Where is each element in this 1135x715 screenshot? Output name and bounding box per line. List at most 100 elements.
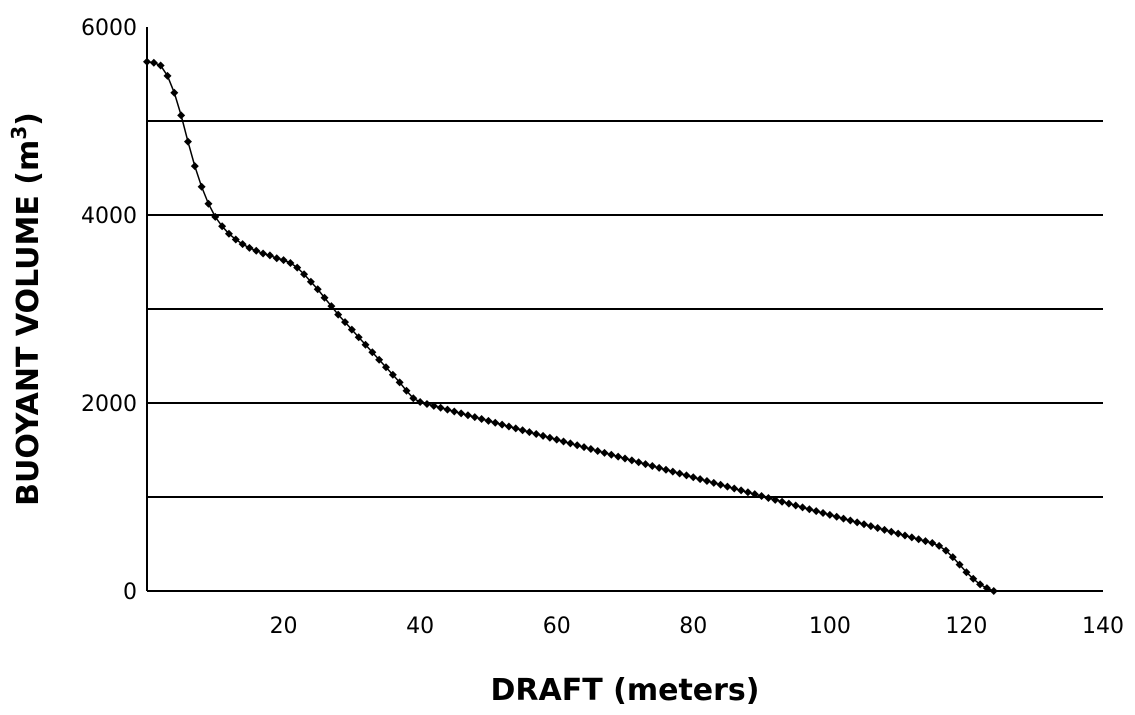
- data-point: [402, 386, 411, 395]
- data-point: [853, 518, 862, 527]
- data-point: [935, 541, 944, 550]
- data-point: [156, 61, 165, 70]
- data-point: [231, 235, 240, 244]
- data-point: [525, 428, 534, 437]
- data-point: [846, 516, 855, 525]
- data-point: [457, 409, 466, 418]
- data-point: [190, 162, 199, 171]
- data-point: [976, 580, 985, 589]
- data-point: [586, 445, 595, 454]
- x-tick-label: 120: [945, 614, 987, 639]
- data-point: [416, 398, 425, 407]
- data-point: [238, 240, 247, 249]
- data-point: [832, 512, 841, 521]
- data-point: [450, 407, 459, 416]
- data-point: [580, 443, 589, 452]
- data-point: [702, 477, 711, 486]
- data-point: [422, 399, 431, 408]
- data-point: [573, 441, 582, 450]
- data-point: [866, 522, 875, 531]
- data-point: [723, 482, 732, 491]
- data-point: [600, 448, 609, 457]
- data-point: [614, 452, 623, 461]
- data-point: [361, 340, 370, 349]
- data-point: [183, 137, 192, 146]
- data-point: [224, 229, 233, 238]
- data-point: [982, 584, 991, 593]
- data-point: [143, 57, 151, 66]
- data-point: [914, 535, 923, 544]
- data-point: [860, 520, 868, 529]
- data-point: [634, 458, 643, 467]
- data-point: [825, 510, 834, 519]
- data-point: [621, 454, 629, 463]
- data-point: [627, 456, 636, 465]
- data-point: [518, 426, 527, 435]
- data-point: [955, 560, 964, 569]
- data-point: [962, 568, 971, 577]
- data-point: [894, 529, 903, 538]
- data-point: [436, 403, 445, 412]
- data-point: [327, 302, 336, 311]
- data-point: [784, 499, 793, 508]
- data-point: [778, 497, 787, 506]
- data-point: [395, 378, 404, 387]
- data-point: [812, 507, 821, 516]
- data-point: [655, 463, 664, 472]
- data-point: [764, 493, 773, 502]
- data-point: [177, 111, 186, 120]
- x-tick-label: 100: [809, 614, 851, 639]
- data-point: [463, 411, 472, 420]
- data-point: [498, 420, 507, 429]
- data-point: [409, 394, 418, 403]
- data-point: [648, 461, 657, 470]
- x-axis-title: DRAFT (meters): [491, 673, 760, 708]
- data-point: [341, 318, 350, 327]
- series-markers: [143, 57, 998, 595]
- data-point: [429, 401, 438, 410]
- y-tick-label: 4000: [81, 204, 137, 229]
- gridlines: [147, 120, 1103, 498]
- data-point: [805, 505, 814, 514]
- data-point: [757, 492, 766, 501]
- data-point: [641, 460, 650, 469]
- data-point: [149, 58, 158, 67]
- data-point: [477, 414, 486, 423]
- data-point: [504, 422, 513, 431]
- data-point: [552, 435, 561, 444]
- data-point: [682, 471, 691, 480]
- data-point: [211, 212, 220, 221]
- data-point: [607, 450, 616, 459]
- data-point: [689, 473, 698, 482]
- data-point: [334, 310, 343, 319]
- data-point: [750, 490, 759, 499]
- x-tick-label: 40: [406, 614, 434, 639]
- data-point: [245, 243, 254, 252]
- data-point: [320, 293, 329, 302]
- data-point: [218, 222, 227, 231]
- data-point: [539, 431, 548, 440]
- data-point: [545, 433, 554, 442]
- data-point: [819, 508, 828, 517]
- data-point: [375, 355, 384, 364]
- data-point: [839, 514, 848, 523]
- data-point: [382, 363, 390, 372]
- data-point: [259, 249, 268, 258]
- data-point: [989, 587, 998, 595]
- data-point: [252, 246, 261, 255]
- data-point: [696, 475, 705, 484]
- data-point: [737, 486, 746, 495]
- data-point: [873, 524, 882, 533]
- data-point: [470, 413, 479, 422]
- data-point: [286, 258, 295, 267]
- data-point: [532, 430, 541, 439]
- y-axis-title-main: BUOYANT VOLUME (m: [11, 140, 46, 506]
- data-point: [163, 71, 172, 80]
- data-point: [907, 533, 916, 542]
- data-point: [491, 418, 500, 427]
- data-point: [791, 501, 800, 510]
- x-tick-label: 80: [679, 614, 707, 639]
- data-point: [798, 503, 807, 512]
- data-point: [272, 254, 281, 263]
